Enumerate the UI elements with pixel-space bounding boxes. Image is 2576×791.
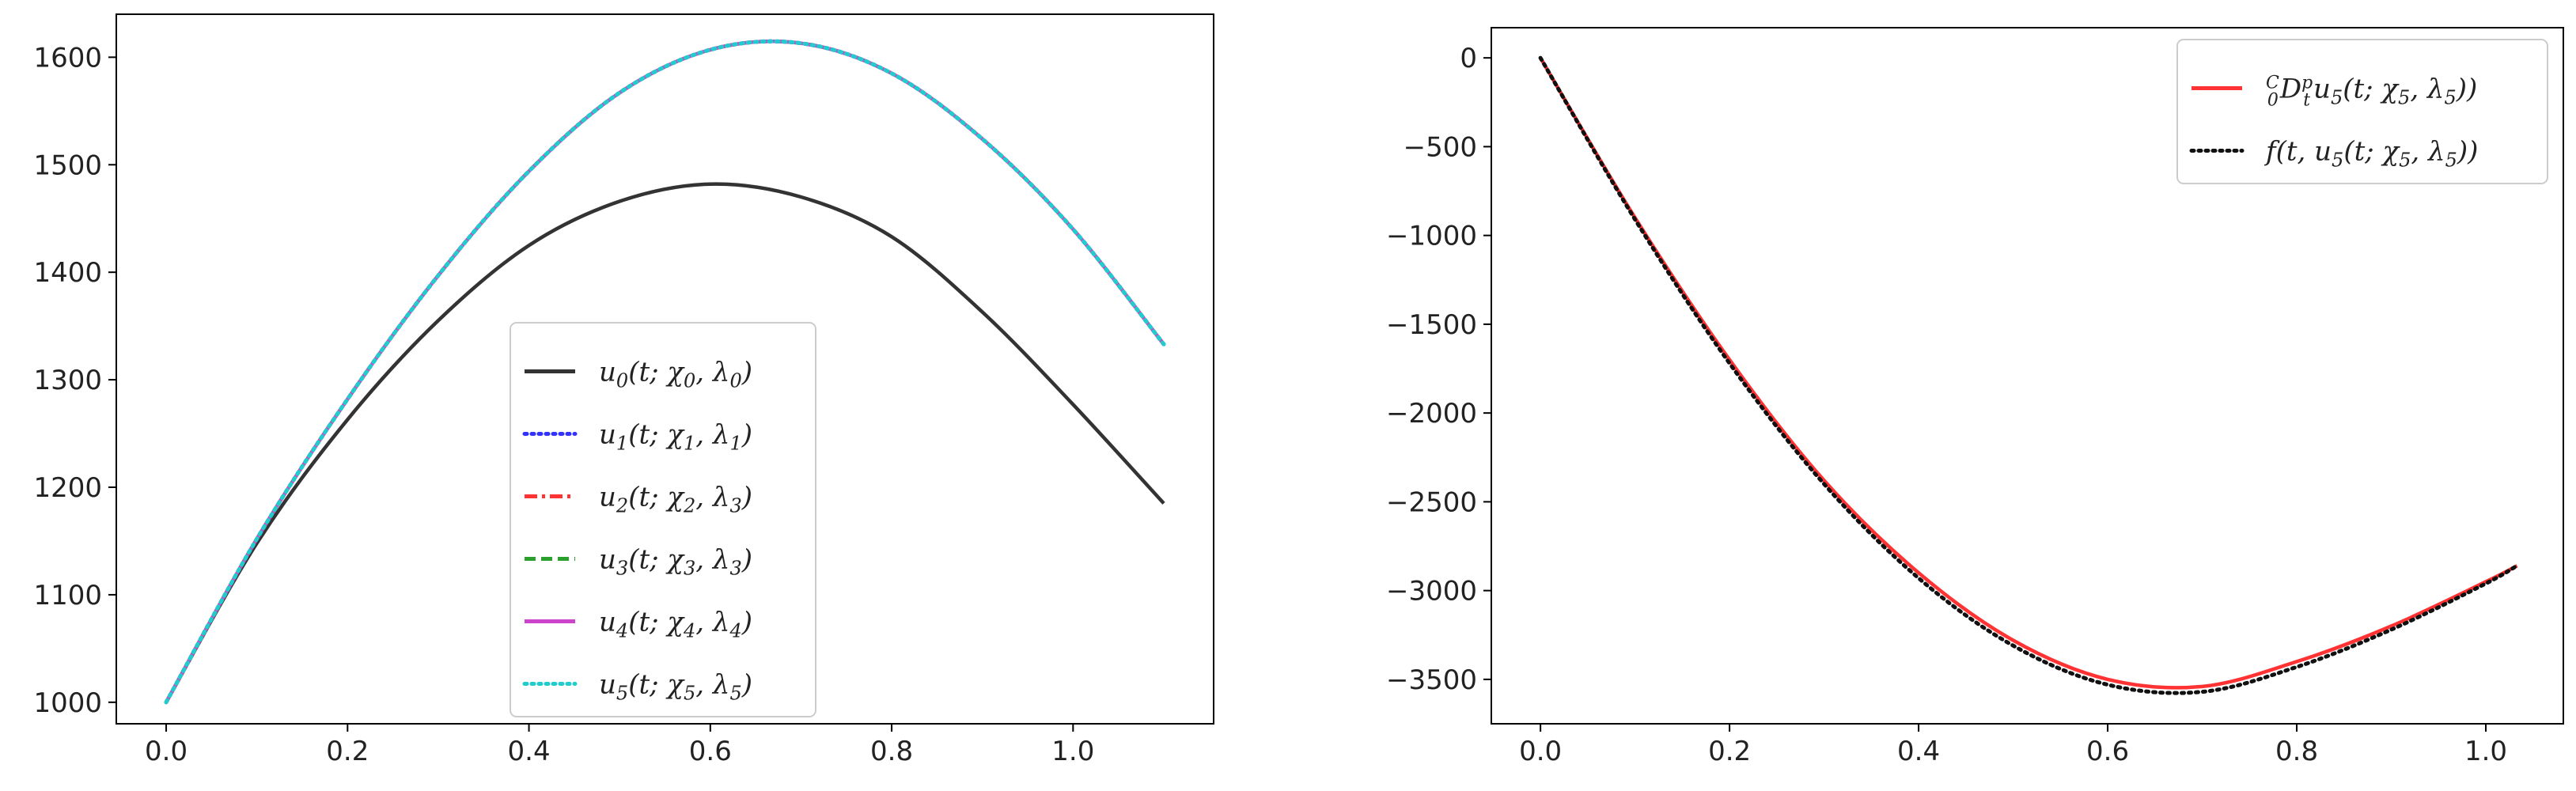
right-chart: 0.0 0.2 0.4 0.6 0.8 1.0 0 −500 −1000 −1500 −2000 −2… (1386, 27, 2564, 767)
y-tick-label: 1300 (33, 365, 102, 396)
x-tick-label: 1.0 (2464, 736, 2507, 767)
y-tick-label: −1500 (1386, 309, 1477, 341)
y-tick-label: −3000 (1386, 576, 1477, 607)
x-tick-label: 0.4 (508, 736, 551, 767)
series-line-0 (1539, 57, 2518, 690)
x-tick-label: 0.0 (145, 736, 188, 767)
x-tick-label: 0.2 (326, 736, 369, 767)
series-line-0 (165, 182, 1165, 703)
x-tick-label: 0.8 (2275, 736, 2318, 767)
legend-label: C 0Dp t u5(t; χ5, λ5)) (2266, 74, 2477, 111)
x-tick-label: 0.4 (1897, 736, 1940, 767)
axes-frame (1491, 27, 2564, 725)
x-tick-label: 1.0 (1051, 736, 1094, 767)
y-tick-label: 1200 (33, 472, 102, 504)
x-tick-label: 0.0 (1519, 736, 1562, 767)
y-tick-label: −1000 (1386, 221, 1477, 252)
legend-box (510, 322, 816, 717)
axes-frame (116, 13, 1214, 725)
x-tick-label: 0.6 (689, 736, 732, 767)
legend-label: u1(t; χ1, λ1) (599, 419, 752, 455)
x-tick-label: 0.6 (2086, 736, 2129, 767)
legend-label: u0(t; χ0, λ0) (599, 357, 752, 392)
legend-label: f(t, u5(t; χ5, λ5)) (2263, 136, 2478, 172)
legend-label: u3(t; χ3, λ3) (599, 544, 752, 580)
y-tick-label: 1500 (33, 149, 102, 181)
left-chart: 0.0 0.2 0.4 0.6 0.8 1.0 1000 1100 1200 1300 1400 15… (33, 13, 1214, 767)
y-tick-label: −3500 (1386, 664, 1477, 696)
y-tick-label: −500 (1404, 131, 1477, 163)
legend: C 0Dp t u5(t; χ5, λ5)) f(t, u5(t; χ5, λ5)) (2176, 39, 2548, 184)
series-line-1 (1538, 55, 2519, 695)
legend: u0(t; χ0, λ0) u1(t; χ1, λ1) u2(t; χ2, λ3) u… (510, 322, 816, 717)
y-tick-label: −2500 (1386, 486, 1477, 518)
legend-label: u5(t; χ5, λ5) (599, 669, 752, 705)
x-tick-label: 0.8 (870, 736, 913, 767)
legend-box (2176, 39, 2548, 184)
x-tick-label: 0.2 (1708, 736, 1751, 767)
series-line-5 (164, 39, 1166, 705)
y-tick-label: 1000 (33, 687, 102, 719)
legend-label: u2(t; χ2, λ3) (599, 482, 752, 517)
y-tick-label: 0 (1460, 43, 1477, 74)
y-tick-label: 1100 (33, 580, 102, 611)
y-tick-label: 1400 (33, 257, 102, 289)
y-tick-label: −2000 (1386, 398, 1477, 430)
y-tick-label: 1600 (33, 42, 102, 74)
legend-label: u4(t; χ4, λ4) (599, 607, 752, 642)
